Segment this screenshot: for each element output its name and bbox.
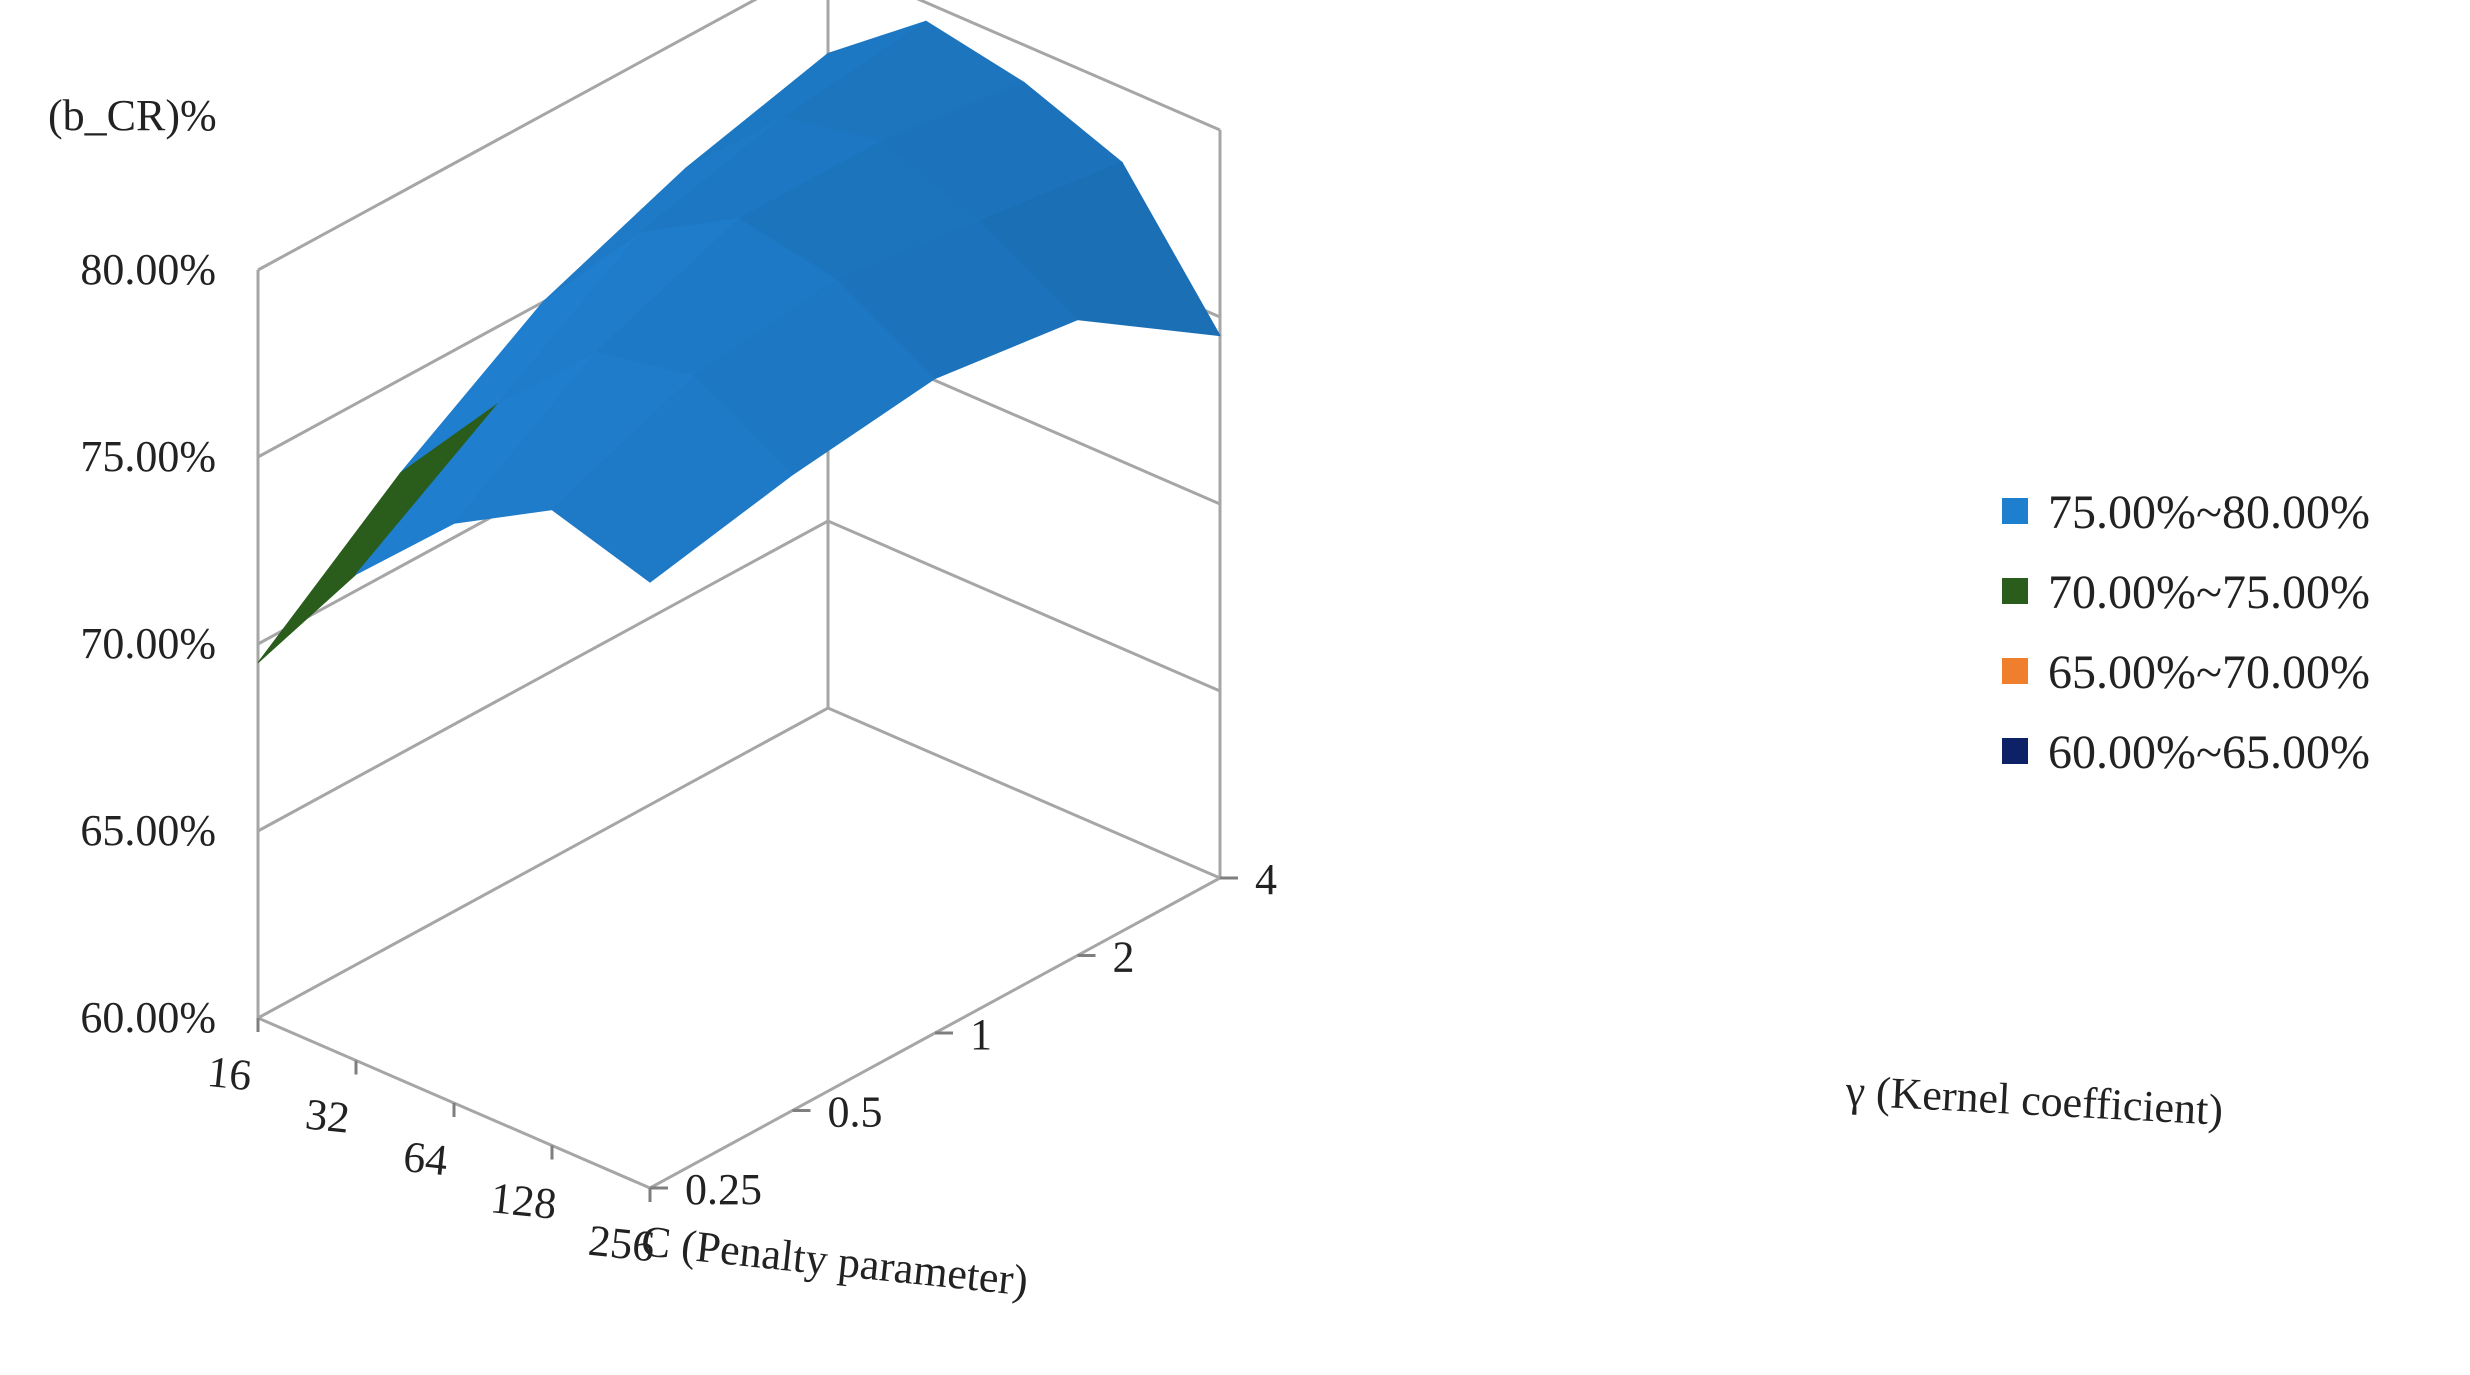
x-tick-label: 16 (205, 1047, 254, 1100)
legend-label: 70.00%~75.00% (2048, 566, 2370, 619)
x-axis-label: C (Penalty parameter) (639, 1216, 1031, 1305)
y-tick-label: 0.5 (828, 1088, 883, 1137)
legend-label: 65.00%~70.00% (2048, 646, 2370, 699)
x-tick-label: 256 (586, 1216, 657, 1272)
y-tick-label: 4 (1255, 855, 1277, 904)
x-tick-label: 32 (303, 1089, 352, 1142)
wall-gridline (257, 0, 1221, 272)
wall-gridline (257, 519, 1221, 833)
y-tick-label: 1 (970, 1010, 992, 1059)
z-axis-ticks: 60.00% 65.00% 70.00% 75.00% 80.00% (80, 245, 216, 1042)
y-axis-label: γ (Kernel coefficient) (1843, 1066, 2224, 1135)
surface-cell (551, 375, 794, 583)
y-tick-label: 0.25 (685, 1165, 762, 1214)
floor-edge (257, 876, 1221, 1190)
z-tick-label: 70.00% (80, 619, 216, 668)
legend-swatch (2002, 738, 2028, 764)
x-tick-label: 64 (401, 1132, 450, 1185)
z-tick-label: 60.00% (80, 993, 216, 1042)
z-tick-label: 80.00% (80, 245, 216, 294)
y-tick-label: 2 (1113, 933, 1135, 982)
legend-label: 75.00%~80.00% (2048, 486, 2370, 539)
z-tick-label: 75.00% (80, 432, 216, 481)
surface-plot (257, 20, 1221, 664)
x-axis-ticks: 16 32 64 128 256 (205, 1018, 657, 1271)
wall-gridline (257, 706, 1221, 1020)
z-axis-title: (b_CR)% (48, 91, 217, 140)
legend-swatch (2002, 578, 2028, 604)
y-axis-ticks: 0.25 0.5 1 2 4 (650, 855, 1277, 1214)
legend-label: 60.00%~65.00% (2048, 726, 2370, 779)
legend-swatch (2002, 498, 2028, 524)
legend: 75.00%~80.00% 70.00%~75.00% 65.00%~70.00% 6… (2002, 486, 2370, 779)
chart-floor (257, 876, 1221, 1190)
z-tick-label: 65.00% (80, 806, 216, 855)
legend-swatch (2002, 658, 2028, 684)
x-tick-label: 128 (488, 1173, 559, 1229)
